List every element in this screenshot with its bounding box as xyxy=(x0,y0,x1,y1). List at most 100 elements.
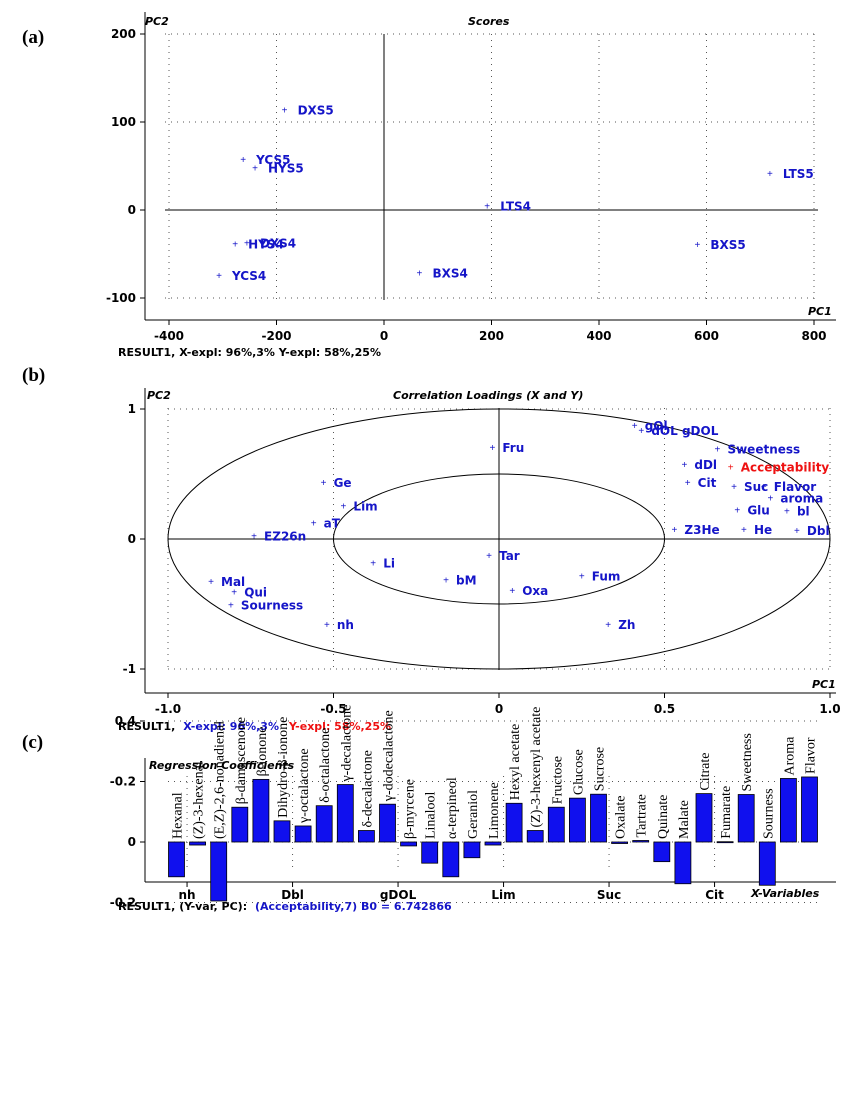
loadings-point-ez26n: + xyxy=(251,531,257,542)
coef-bar-hexyl-acetate xyxy=(505,802,523,843)
scores-xtick-label: 0 xyxy=(380,329,388,343)
coef-var-label-myrcene: β-myrcene xyxy=(403,779,418,839)
loadings-footer: RESULT1, X-expl: 96%,3% Y-expl: 58%,25% xyxy=(118,720,391,733)
coef-var-label-tartrate: Tartrate xyxy=(635,794,650,837)
scores-xlabel: PC1 xyxy=(808,305,832,318)
coef-var-label-sweetness: Sweetness xyxy=(740,733,755,791)
coef-var-label-hexyl-acetate: Hexyl acetate xyxy=(508,724,523,801)
coef-bar-limonene xyxy=(484,841,502,846)
coef-var-label-citrate: Citrate xyxy=(698,752,713,790)
coef-var-label-ionone: β-ionone xyxy=(255,726,270,776)
loadings-point-cit: + xyxy=(685,478,691,489)
coef-bar-myrcene xyxy=(400,841,418,847)
scores-footer: RESULT1, X-expl: 96%,3% Y-expl: 58%,25% xyxy=(118,346,381,359)
loadings-label-gol: gOl xyxy=(645,419,668,433)
coef-var-label-sourness: Sourness xyxy=(761,788,776,839)
coef-bar-linalool xyxy=(421,841,439,864)
scores-xtick-label: -400 xyxy=(154,329,184,343)
coef-var-label-decalactone: γ-decalactone xyxy=(339,705,354,783)
coef-var-label-sucrose: Sucrose xyxy=(593,747,608,791)
coef-var-label-fumarate: Fumarate xyxy=(719,786,734,839)
coef-var-label-decalactone: δ-decalactone xyxy=(360,750,375,827)
loadings-point-glu: + xyxy=(734,505,740,516)
scores-label-lts5: LTS5 xyxy=(783,167,814,181)
scores-point-hys4: + xyxy=(232,239,238,250)
loadings-point-dbl: + xyxy=(794,526,800,537)
scores-xtick-label: 600 xyxy=(694,329,719,343)
regression-coefficients-plot: Regression Coefficients X-Variables RESU… xyxy=(110,705,836,913)
coef-bar-decalactone xyxy=(357,830,375,843)
scores-xtick-label: 400 xyxy=(586,329,611,343)
loadings-label-sweetness: Sweetness xyxy=(727,442,800,456)
loadings-point-suc: + xyxy=(731,482,737,493)
coef-ytick-label: 0.4 xyxy=(115,714,136,728)
loadings-label-ez26n: EZ26n xyxy=(264,529,306,543)
loadings-point-mal: + xyxy=(208,577,214,588)
loadings-ytick-label: 0 xyxy=(128,532,136,546)
scores-point-ycs5: + xyxy=(240,155,246,166)
coef-var-label-oxalate: Oxalate xyxy=(614,795,629,839)
loadings-xtick-label: -0.5 xyxy=(320,702,346,716)
scores-plot: PC2 Scores PC1 RESULT1, X-expl: 96%,3% Y… xyxy=(106,12,836,359)
loadings-point-nh: + xyxy=(324,620,330,631)
scores-ytick-label: -100 xyxy=(106,291,136,305)
loadings-point-aroma: + xyxy=(767,494,773,505)
scores-point-hys5: + xyxy=(252,164,258,175)
loadings-label-acceptability: Acceptability xyxy=(741,461,830,475)
coef-var-label-terpineol: α-terpineol xyxy=(445,777,460,839)
scores-point-dxs4: + xyxy=(244,238,250,249)
loadings-xtick-label: 0.5 xyxy=(654,702,675,716)
coef-xtick-label-dbl: Dbl xyxy=(281,888,304,902)
scores-xtick-label: 200 xyxy=(479,329,504,343)
loadings-label-tar: Tar xyxy=(499,549,520,563)
coef-bar-citrate xyxy=(695,793,713,843)
coef-var-label-malate: Malate xyxy=(677,800,692,839)
loadings-label-bm: bM xyxy=(456,574,477,588)
coef-var-label-aroma: Aroma xyxy=(782,736,797,776)
scores-ylabel: PC2 xyxy=(145,15,169,28)
scores-point-bxs5: + xyxy=(694,240,700,251)
loadings-point-acceptability: + xyxy=(728,463,734,474)
scores-point-lts5: + xyxy=(767,169,773,180)
loadings-label-cit: Cit xyxy=(698,476,717,490)
loadings-point-lim: + xyxy=(341,502,347,513)
scores-label-hys5: HYS5 xyxy=(268,162,304,176)
scores-ytick-label: 200 xyxy=(111,27,136,41)
coef-bar-oxalate xyxy=(611,841,628,844)
loadings-footer-y-expl: Y-expl: 58%,25% xyxy=(288,720,391,733)
loadings-label-nh: nh xyxy=(337,618,354,632)
loadings-xtick-label: 0 xyxy=(495,702,503,716)
coef-bar-ionone xyxy=(252,778,270,843)
loadings-label-oxa: Oxa xyxy=(522,584,548,598)
loadings-point-fru: + xyxy=(489,443,495,454)
coef-footer-highlight: (Acceptability,7) B0 = 6.742866 xyxy=(255,900,452,913)
loadings-point-gol: + xyxy=(632,421,638,432)
coef-bar-damascenone xyxy=(231,806,249,843)
loadings-point-bl: + xyxy=(784,507,790,518)
loadings-label-qui: Qui xyxy=(244,585,267,599)
coef-bar-dodecalactone xyxy=(379,803,396,843)
loadings-point-bm: + xyxy=(443,576,449,587)
loadings-label-lim: Lim xyxy=(353,500,377,514)
coef-ytick-label: -0.2 xyxy=(110,775,136,789)
scores-title: Scores xyxy=(468,15,510,28)
loadings-point-qui: + xyxy=(231,587,237,598)
loadings-label-li: Li xyxy=(383,557,395,571)
loadings-label-zh: Zh xyxy=(618,618,635,632)
panel-label-c: (c) xyxy=(22,732,43,753)
panel-label-b: (b) xyxy=(22,365,45,386)
coef-bar-flavor xyxy=(801,776,818,843)
scores-xtick-label: -200 xyxy=(261,329,291,343)
correlation-loadings-plot: PC2 Correlation Loadings (X and Y) PC1 R… xyxy=(118,388,841,733)
coef-title: Regression Coefficients xyxy=(149,759,295,772)
loadings-label-flavor: Flavor xyxy=(774,480,816,494)
coef-bar-octalactone xyxy=(294,825,312,843)
loadings-label-at: aT xyxy=(324,516,341,530)
loadings-point-li: + xyxy=(370,559,376,570)
coef-ytick-label: -0.2 xyxy=(110,896,136,910)
loadings-label-z3he: Z3He xyxy=(684,523,719,537)
coef-bar-z-3-hexenyl-acetate xyxy=(526,830,544,843)
coef-bar-e-z-2-6-nonadienal xyxy=(210,841,228,902)
coef-ytick-label: 0 xyxy=(128,835,136,849)
loadings-label-dol-gdol: dOL gDOL xyxy=(651,424,718,438)
